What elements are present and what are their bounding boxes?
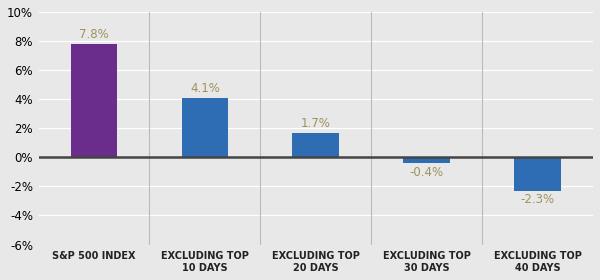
Text: 7.8%: 7.8% <box>79 28 109 41</box>
Bar <box>71 44 117 157</box>
Bar <box>403 157 450 163</box>
Bar <box>182 98 228 157</box>
Text: 4.1%: 4.1% <box>190 82 220 95</box>
Bar <box>514 157 561 191</box>
Text: -2.3%: -2.3% <box>521 193 554 206</box>
Bar <box>292 133 339 157</box>
Text: -0.4%: -0.4% <box>410 166 444 179</box>
Text: 1.7%: 1.7% <box>301 117 331 130</box>
